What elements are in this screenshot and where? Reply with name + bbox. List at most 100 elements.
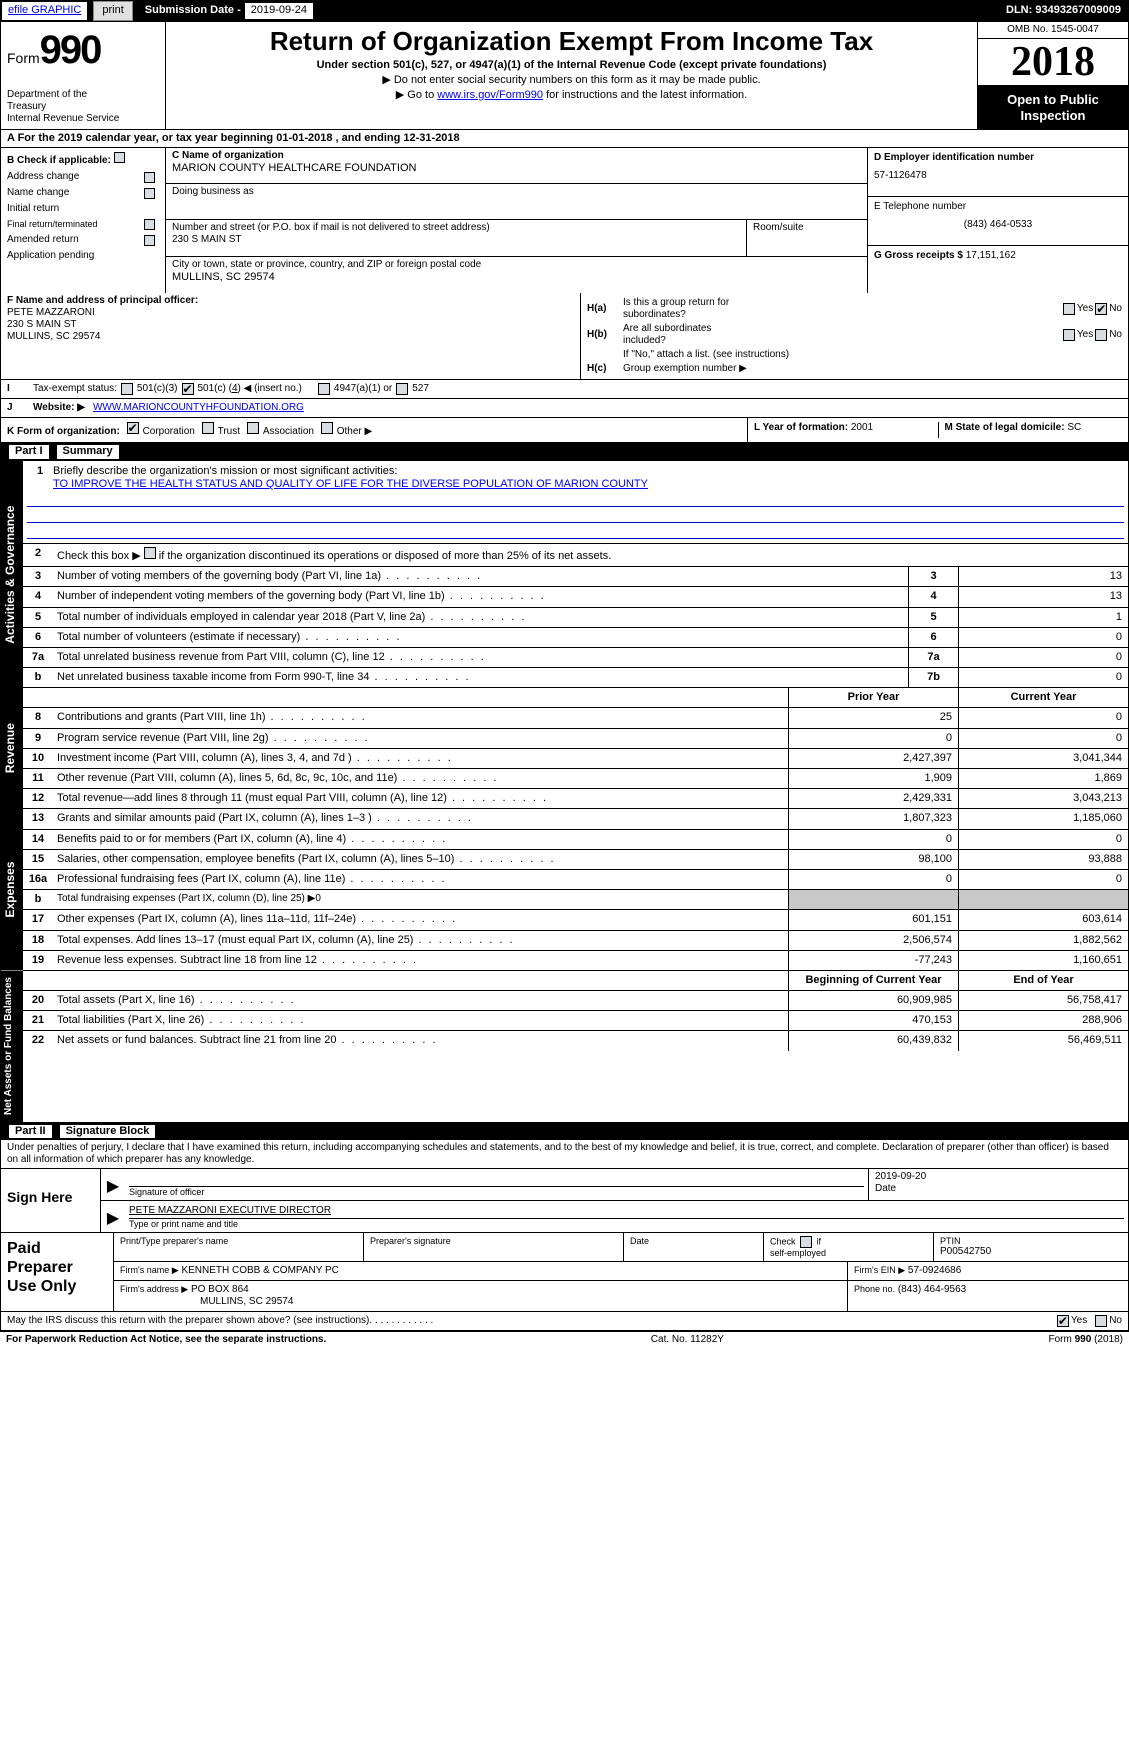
checkbox-final[interactable]: [144, 219, 155, 230]
form-number: 990: [40, 28, 101, 72]
firm-phone: (843) 464-9563: [898, 1284, 966, 1295]
summary-line: 6 Total number of volunteers (estimate i…: [23, 628, 1128, 648]
firm-ein-label: Firm's EIN ▶: [854, 1265, 905, 1275]
section-f-h: F Name and address of principal officer:…: [0, 293, 1129, 380]
hb-note: If "No," attach a list. (see instruction…: [587, 349, 1122, 361]
part1-body: Activities & Governance 1 Briefly descri…: [0, 461, 1129, 689]
open-public: Open to PublicInspection: [978, 86, 1128, 129]
opt-501c-pre: 501(c) (: [198, 383, 232, 395]
opt-assoc: Association: [263, 426, 314, 437]
hc-text: Group exemption number ▶: [623, 363, 747, 375]
hb-text: Are all subordinatesincluded?: [623, 323, 1061, 347]
addr-label: Number and street (or P.O. box if mail i…: [172, 222, 740, 234]
omb-number: OMB No. 1545-0047: [978, 22, 1128, 39]
instr-pre: ▶ Go to: [396, 89, 437, 101]
revenue-section: Revenue Prior Year Current Year 8 Contri…: [0, 688, 1129, 809]
revenue-line: 8 Contributions and grants (Part VIII, l…: [23, 708, 1128, 728]
footer-right: Form 990 (2018): [1049, 1334, 1123, 1346]
top-bar: efile GRAPHIC print Submission Date - 20…: [0, 0, 1129, 22]
checkbox-amended[interactable]: [144, 235, 155, 246]
expense-line: 16a Professional fundraising fees (Part …: [23, 870, 1128, 890]
ptin-val: P00542750: [940, 1246, 1122, 1258]
period-end: 12-31-2018: [403, 132, 459, 144]
expense-line: 15 Salaries, other compensation, employe…: [23, 850, 1128, 870]
chk-trust[interactable]: [202, 422, 214, 434]
revenue-line: 10 Investment income (Part VIII, column …: [23, 749, 1128, 769]
mission-label: Briefly describe the organization's miss…: [53, 465, 397, 478]
officer-addr1: 230 S MAIN ST: [7, 319, 574, 331]
section-b-checks: B Check if applicable: Address change Na…: [1, 148, 166, 293]
hdr-end-year: End of Year: [958, 971, 1128, 990]
hb-yes-box[interactable]: [1063, 329, 1075, 341]
form-year-block: OMB No. 1545-0047 2018 Open to PublicIns…: [978, 22, 1128, 129]
footer-center: Cat. No. 11282Y: [651, 1334, 724, 1346]
summary-line: b Net unrelated business taxable income …: [23, 668, 1128, 688]
chk-501c3[interactable]: [121, 383, 133, 395]
phone-value: (843) 464-0533: [874, 219, 1122, 231]
checkbox-applicable[interactable]: [114, 152, 125, 163]
summary-line: 3 Number of voting members of the govern…: [23, 567, 1128, 587]
prep-name-label: Print/Type preparer's name: [120, 1236, 357, 1247]
chk-corp[interactable]: [127, 422, 139, 434]
discuss-yes: Yes: [1071, 1315, 1087, 1327]
tab-expenses: Expenses: [1, 809, 23, 971]
k-label: K Form of organization:: [7, 426, 120, 437]
chk-527[interactable]: [396, 383, 408, 395]
ein-label: D Employer identification number: [874, 152, 1122, 164]
ha-no-box[interactable]: [1095, 303, 1107, 315]
section-k-l-m: K Form of organization: Corporation Trus…: [0, 418, 1129, 443]
section-j: J Website: ▶ WWW.MARIONCOUNTYHFOUNDATION…: [0, 399, 1129, 418]
part2-header: Part II Signature Block: [0, 1123, 1129, 1140]
net-assets-section: Net Assets or Fund Balances Beginning of…: [0, 971, 1129, 1123]
mission-text: TO IMPROVE THE HEALTH STATUS AND QUALITY…: [53, 478, 1124, 491]
check-initial: Initial return: [7, 203, 59, 215]
section-i: I Tax-exempt status: 501(c)(3) 501(c) ( …: [0, 380, 1129, 399]
firm-addr-label: Firm's address ▶: [120, 1284, 188, 1294]
part2-num: Part II: [9, 1125, 52, 1138]
form-id-block: Form990 Department of theTreasuryInterna…: [1, 22, 166, 129]
checkbox-addr[interactable]: [144, 172, 155, 183]
chk-other[interactable]: [321, 422, 333, 434]
hb-no-box[interactable]: [1095, 329, 1107, 341]
discuss-no-box[interactable]: [1095, 1315, 1107, 1327]
tab-net-assets: Net Assets or Fund Balances: [1, 971, 23, 1122]
dba-label: Doing business as: [172, 186, 861, 198]
website-link[interactable]: WWW.MARIONCOUNTYHFOUNDATION.ORG: [93, 402, 304, 414]
firm-addr1: PO BOX 864: [191, 1284, 249, 1295]
check-amended: Amended return: [7, 234, 79, 246]
ha-yes-box[interactable]: [1063, 303, 1075, 315]
chk-501c[interactable]: [182, 383, 194, 395]
opt-other: Other ▶: [337, 426, 372, 437]
chk-4947[interactable]: [318, 383, 330, 395]
discuss-yes-box[interactable]: [1057, 1315, 1069, 1327]
revenue-line: 11 Other revenue (Part VIII, column (A),…: [23, 769, 1128, 789]
print-button[interactable]: print: [93, 1, 132, 20]
form-title-block: Return of Organization Exempt From Incom…: [166, 22, 978, 129]
city-label: City or town, state or province, country…: [172, 259, 861, 271]
irs-link[interactable]: www.irs.gov/Form990: [437, 89, 543, 101]
chk-discontinued[interactable]: [144, 547, 156, 559]
expense-line: 13 Grants and similar amounts paid (Part…: [23, 809, 1128, 829]
prep-date-label: Date: [630, 1236, 757, 1247]
gross-value: 17,151,162: [966, 250, 1016, 261]
net-assets-line: 20 Total assets (Part X, line 16) 60,909…: [23, 991, 1128, 1011]
expense-line: 18 Total expenses. Add lines 13–17 (must…: [23, 931, 1128, 951]
ha-no: No: [1109, 303, 1122, 315]
officer-addr2: MULLINS, SC 29574: [7, 331, 574, 343]
prep-sig-label: Preparer's signature: [370, 1236, 617, 1247]
checkbox-name[interactable]: [144, 188, 155, 199]
firm-phone-label: Phone no.: [854, 1284, 895, 1294]
form-title: Return of Organization Exempt From Incom…: [176, 26, 967, 57]
period-begin: 01-01-2018: [276, 132, 332, 144]
opt-4947: 4947(a)(1) or: [334, 383, 392, 395]
officer-block: F Name and address of principal officer:…: [1, 293, 581, 379]
chk-self-emp[interactable]: [800, 1236, 812, 1248]
efile-link[interactable]: efile GRAPHIC: [2, 2, 87, 19]
opt-corp: Corporation: [143, 426, 195, 437]
footer-left: For Paperwork Reduction Act Notice, see …: [6, 1334, 326, 1346]
chk-assoc[interactable]: [247, 422, 259, 434]
city-val: MULLINS, SC 29574: [172, 271, 861, 284]
tab-revenue: Revenue: [1, 688, 23, 809]
check-name-change: Name change: [7, 187, 69, 199]
paid-preparer-label: PaidPreparerUse Only: [1, 1233, 113, 1312]
